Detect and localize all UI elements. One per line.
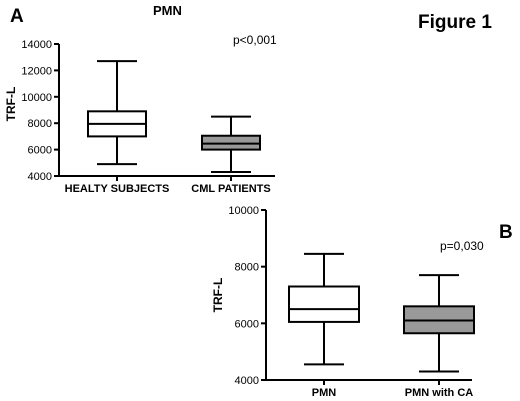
panel-b-box-2 (403, 274, 475, 373)
panel-a-title: PMN (153, 3, 182, 18)
panel-a-y-tick-label: 14000 (21, 39, 52, 51)
panel-b-y-axis-label: TRF-L (211, 278, 225, 313)
panel-b-box-1 (288, 252, 360, 366)
panel-a-y-tick-label: 4000 (28, 171, 52, 183)
panel-b-y-tick-label: 6000 (235, 318, 259, 330)
panel-b-category-label: PMN (312, 387, 337, 399)
panel-a-y-tick-label: 12000 (21, 65, 52, 77)
panel-b-label: B (499, 222, 513, 243)
panel-b-category-label: PMN with CA (405, 387, 473, 399)
panel-a-box-2 (201, 115, 261, 174)
panel-b: B p=0,030 TRF-L 4000 6000 8000 10000 PMN PMN … (211, 205, 513, 399)
panel-b-y-tick-label: 10000 (228, 205, 259, 217)
panel-b-annotation: p=0,030 (440, 239, 484, 253)
panel-a-category-label: CML PATIENTS (191, 183, 270, 195)
figure-title: Figure 1 (418, 12, 492, 33)
panel-a-plot: 4000 6000 8000 10000 12000 14000 HEALTY SUBJEC… (21, 39, 275, 195)
panel-b-y-tick-label: 8000 (235, 262, 259, 274)
panel-a-category-label: HEALTY SUBJECTS (65, 183, 170, 195)
panel-b-y-tick-label: 4000 (235, 375, 259, 387)
panel-a: A PMN p<0,001 TRF-L 4000 6000 8000 10000 120… (4, 3, 277, 195)
interquartile-box (288, 285, 360, 323)
panel-a-box-1 (87, 60, 147, 166)
panel-b-plot: 4000 6000 8000 10000 PMN PMN with CA (228, 205, 475, 399)
panel-a-y-axis-label: TRF-L (4, 87, 18, 122)
panel-a-annotation: p<0,001 (233, 33, 277, 47)
panel-a-y-tick-label: 6000 (28, 145, 52, 157)
panel-a-y-tick-label: 8000 (28, 118, 52, 130)
panel-a-y-tick-label: 10000 (21, 92, 52, 104)
panel-a-label: A (10, 6, 24, 27)
